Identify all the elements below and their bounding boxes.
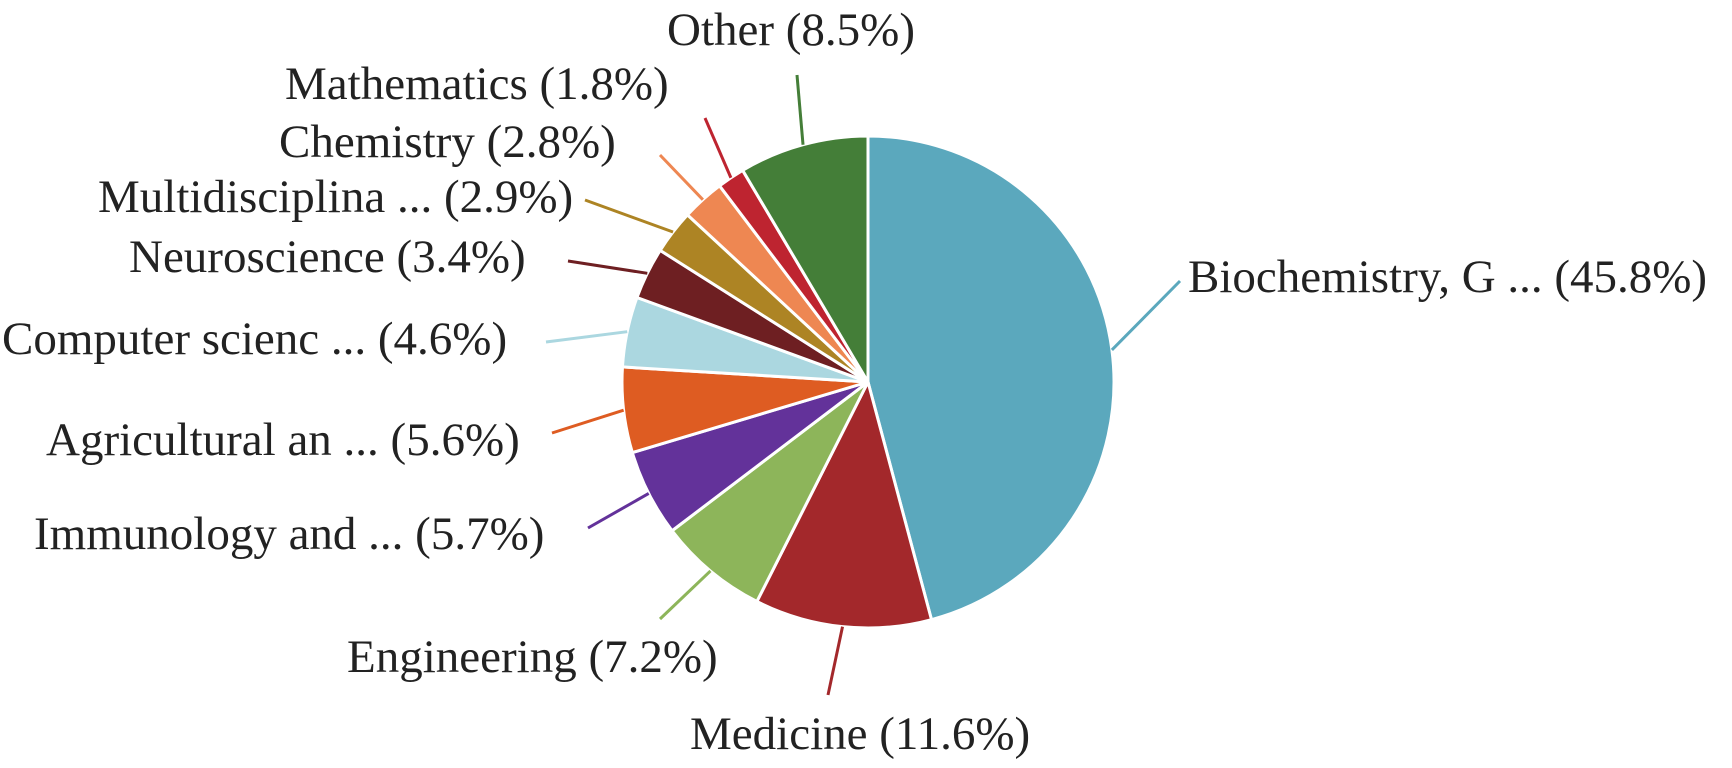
slice-label: Chemistry (2.8%) xyxy=(279,116,616,168)
pie-slice xyxy=(866,134,1116,622)
slice-label: Multidisciplina ... (2.9%) xyxy=(98,171,573,223)
pie-slice xyxy=(741,134,870,384)
pie-slice xyxy=(670,380,870,603)
slice-label: Agricultural an ... (5.6%) xyxy=(46,414,520,466)
leader-line xyxy=(587,492,650,530)
leader-line xyxy=(826,626,844,696)
leader-line xyxy=(567,259,648,275)
leader-line xyxy=(658,569,712,621)
slice-label: Computer scienc ... (4.6%) xyxy=(2,313,507,365)
slice-label: Engineering (7.2%) xyxy=(347,631,718,683)
slice-label: Neuroscience (3.4%) xyxy=(129,231,526,283)
slice-label: Immunology and ... (5.7%) xyxy=(34,508,544,560)
slice-labels: Biochemistry, G ... (45.8%) Medicine (11.… xyxy=(2,4,1707,760)
slice-label: Mathematics (1.8%) xyxy=(285,58,669,110)
pie-slice xyxy=(755,380,933,630)
leader-line xyxy=(545,330,628,344)
leader-line xyxy=(703,117,733,179)
slice-label: Other (8.5%) xyxy=(667,4,915,56)
slice-label: Medicine (11.6%) xyxy=(690,708,1030,760)
leader-line xyxy=(1110,279,1182,352)
pie-slices xyxy=(620,134,1116,630)
leader-line xyxy=(551,408,625,435)
leader-lines xyxy=(545,74,1182,696)
leader-line xyxy=(795,74,805,145)
leader-line xyxy=(584,198,674,234)
leader-line xyxy=(658,153,704,201)
slice-label: Biochemistry, G ... (45.8%) xyxy=(1188,251,1707,303)
